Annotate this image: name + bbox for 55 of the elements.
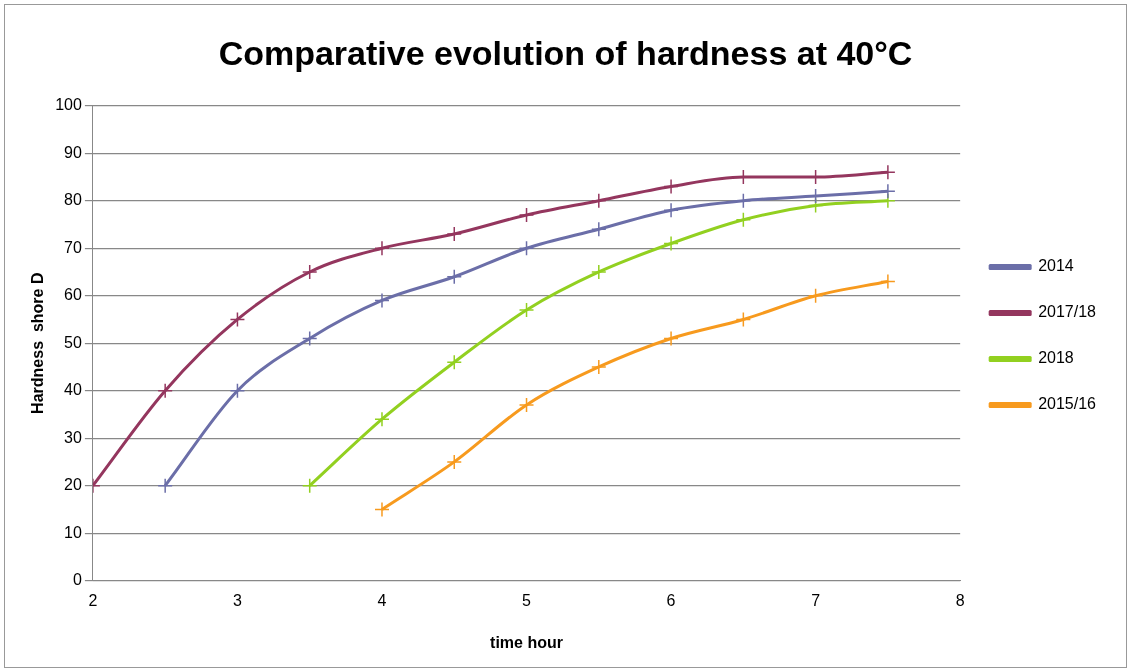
point	[518, 397, 535, 413]
y-tick-label: 80	[64, 191, 82, 209]
point	[374, 292, 390, 309]
point	[880, 164, 896, 181]
x-tick-label: 2	[88, 591, 98, 609]
point	[374, 411, 390, 427]
y-axis-title: Hardness shore D	[29, 272, 47, 414]
point	[735, 311, 752, 328]
point	[301, 264, 318, 280]
y-tick-label: 70	[64, 238, 82, 256]
point	[518, 240, 535, 256]
point	[374, 501, 390, 518]
y-tick-label: 30	[64, 428, 82, 446]
legend-label: 2018	[1038, 349, 1074, 367]
point	[880, 183, 896, 200]
x-tick-label: 5	[522, 591, 532, 609]
y-tick-label: 50	[64, 333, 82, 351]
point	[157, 382, 173, 399]
point	[663, 202, 679, 219]
point	[663, 178, 679, 195]
point	[518, 302, 535, 318]
y-tick-label: 10	[64, 523, 82, 541]
y-tick-label: 90	[64, 143, 82, 161]
point	[229, 382, 246, 399]
point	[591, 264, 607, 280]
y-tick-label: 40	[64, 381, 82, 399]
x-tick-label: 7	[811, 591, 821, 609]
x-tick-label: 4	[377, 591, 387, 609]
point	[446, 268, 463, 285]
y-tick-label: 20	[64, 476, 82, 494]
legend-label: 2014	[1038, 257, 1074, 275]
point	[229, 311, 246, 328]
y-tick-label: 60	[64, 286, 82, 304]
x-tick-label: 8	[955, 591, 965, 609]
point	[301, 477, 318, 494]
point	[735, 212, 752, 228]
chart-title: Comparative evolution of hardness at 40°C	[218, 33, 913, 72]
x-tick-label: 6	[666, 591, 676, 609]
y-tick-label: 0	[72, 571, 82, 589]
point	[301, 330, 318, 347]
point	[446, 354, 463, 370]
x-tick-label: 3	[232, 591, 242, 609]
point	[157, 477, 173, 494]
point	[663, 235, 679, 252]
point	[880, 273, 896, 290]
point	[446, 454, 463, 470]
x-axis-title: time hour	[490, 633, 563, 651]
point	[663, 330, 679, 347]
point	[518, 207, 535, 223]
y-tick-label: 100	[55, 96, 82, 114]
point	[591, 221, 607, 237]
point	[591, 359, 607, 375]
point	[807, 287, 824, 304]
legend-label: 2017/18	[1038, 303, 1097, 321]
legend-label: 2015/16	[1038, 395, 1097, 413]
